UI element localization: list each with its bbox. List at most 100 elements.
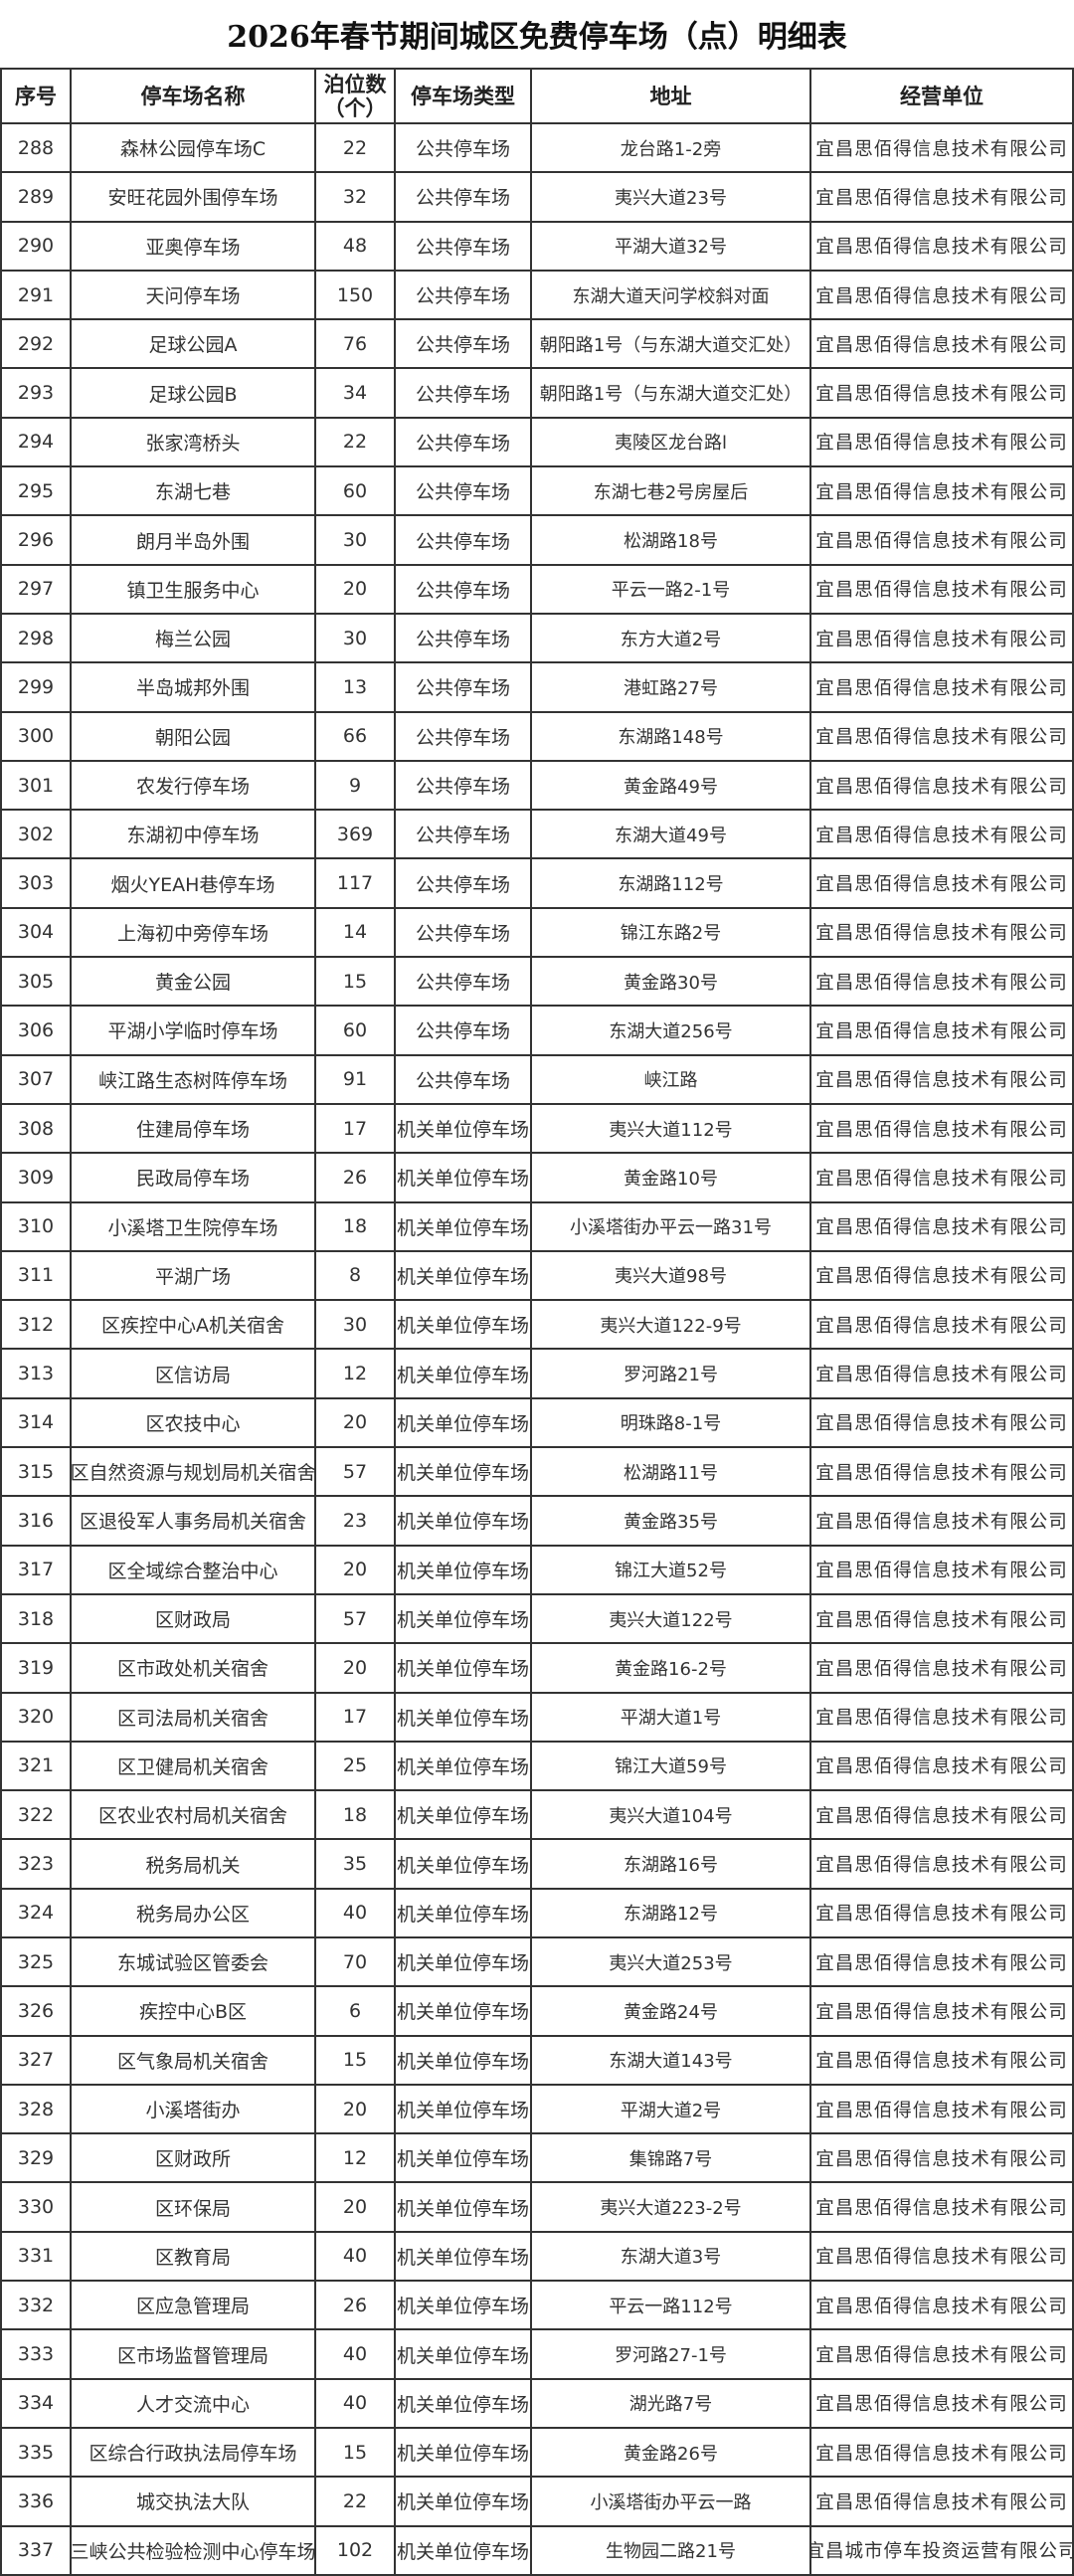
cell-name: 梅兰公园 xyxy=(72,614,316,664)
cell-address: 夷兴大道122-9号 xyxy=(532,1301,811,1351)
cell-type: 公共停车场 xyxy=(396,369,532,419)
cell-index: 332 xyxy=(2,2282,72,2331)
cell-index: 308 xyxy=(2,1104,72,1155)
cell-name: 区信访局 xyxy=(72,1350,316,1399)
header-spaces-label: 泊位数 xyxy=(323,72,387,96)
cell-index: 301 xyxy=(2,761,72,812)
cell-name: 区气象局机关宿舍 xyxy=(72,2036,316,2086)
header-address: 地址 xyxy=(532,70,811,124)
cell-index: 293 xyxy=(2,369,72,419)
cell-operator: 宜昌思佰得信息技术有限公司 xyxy=(811,1350,1074,1399)
table-row: 293 足球公园B 34 公共停车场 朝阳路1号（与东湖大道交汇处） 宜昌思佰得信息技术有… xyxy=(2,369,1074,419)
cell-operator: 宜昌思佰得信息技术有限公司 xyxy=(811,761,1074,812)
cell-index: 318 xyxy=(2,1594,72,1645)
cell-name: 朗月半岛外围 xyxy=(72,516,316,566)
table-row: 298 梅兰公园 30 公共停车场 东方大道2号 宜昌思佰得信息技术有限公司 xyxy=(2,614,1074,664)
cell-operator: 宜昌思佰得信息技术有限公司 xyxy=(811,173,1074,223)
cell-name: 足球公园A xyxy=(72,320,316,370)
cell-address: 锦江东路2号 xyxy=(532,908,811,959)
cell-address: 锦江大道59号 xyxy=(532,1742,811,1792)
cell-index: 320 xyxy=(2,1693,72,1743)
cell-index: 322 xyxy=(2,1791,72,1841)
cell-type: 公共停车场 xyxy=(396,271,532,321)
table-row: 305 黄金公园 15 公共停车场 黄金路30号 宜昌思佰得信息技术有限公司 xyxy=(2,958,1074,1008)
cell-name: 上海初中旁停车场 xyxy=(72,908,316,959)
cell-type: 公共停车场 xyxy=(396,958,532,1008)
cell-name: 平湖广场 xyxy=(72,1251,316,1302)
cell-spaces: 22 xyxy=(316,124,396,174)
table-row: 333 区市场监督管理局 40 机关单位停车场 罗河路27-1号 宜昌思佰得信息技术有限公… xyxy=(2,2330,1074,2380)
cell-name: 农发行停车场 xyxy=(72,761,316,812)
cell-spaces: 15 xyxy=(316,2036,396,2086)
cell-operator: 宜昌思佰得信息技术有限公司 xyxy=(811,2232,1074,2283)
table-row: 332 区应急管理局 26 机关单位停车场 平云一路112号 宜昌思佰得信息技术有限公司 xyxy=(2,2282,1074,2331)
cell-spaces: 20 xyxy=(316,1644,396,1694)
cell-index: 316 xyxy=(2,1497,72,1547)
cell-operator: 宜昌思佰得信息技术有限公司 xyxy=(811,1202,1074,1252)
cell-address: 东方大道2号 xyxy=(532,614,811,664)
cell-index: 291 xyxy=(2,271,72,321)
cell-type: 机关单位停车场 xyxy=(396,1644,532,1694)
cell-type: 公共停车场 xyxy=(396,811,532,860)
cell-index: 298 xyxy=(2,614,72,664)
cell-operator: 宜昌思佰得信息技术有限公司 xyxy=(811,418,1074,468)
cell-type: 公共停车场 xyxy=(396,565,532,615)
cell-operator: 宜昌思佰得信息技术有限公司 xyxy=(811,1448,1074,1498)
cell-spaces: 40 xyxy=(316,2379,396,2429)
cell-spaces: 17 xyxy=(316,1693,396,1743)
cell-spaces: 102 xyxy=(316,2526,396,2576)
cell-address: 黄金路49号 xyxy=(532,761,811,812)
cell-operator: 宜昌思佰得信息技术有限公司 xyxy=(811,2085,1074,2135)
cell-name: 天问停车场 xyxy=(72,271,316,321)
cell-operator: 宜昌思佰得信息技术有限公司 xyxy=(811,2134,1074,2184)
cell-type: 公共停车场 xyxy=(396,467,532,517)
header-spaces: 泊位数 （个） xyxy=(316,70,396,124)
cell-operator: 宜昌思佰得信息技术有限公司 xyxy=(811,2379,1074,2429)
cell-operator: 宜昌思佰得信息技术有限公司 xyxy=(811,958,1074,1008)
cell-address: 夷兴大道122号 xyxy=(532,1594,811,1645)
table-row: 336 城交执法大队 22 机关单位停车场 小溪塔街办平云一路 宜昌思佰得信息技术有限公司 xyxy=(2,2478,1074,2527)
cell-type: 公共停车场 xyxy=(396,908,532,959)
cell-name: 区教育局 xyxy=(72,2232,316,2283)
cell-address: 夷兴大道98号 xyxy=(532,1251,811,1302)
table-row: 299 半岛城邦外围 13 公共停车场 港虹路27号 宜昌思佰得信息技术有限公司 xyxy=(2,663,1074,713)
cell-type: 机关单位停车场 xyxy=(396,2428,532,2479)
cell-spaces: 48 xyxy=(316,222,396,272)
cell-index: 330 xyxy=(2,2183,72,2233)
cell-address: 黄金路10号 xyxy=(532,1154,811,1203)
cell-type: 机关单位停车场 xyxy=(396,1301,532,1351)
cell-index: 288 xyxy=(2,124,72,174)
cell-spaces: 23 xyxy=(316,1497,396,1547)
cell-operator: 宜昌思佰得信息技术有限公司 xyxy=(811,565,1074,615)
cell-address: 峡江路 xyxy=(532,1055,811,1105)
cell-index: 323 xyxy=(2,1840,72,1890)
cell-index: 303 xyxy=(2,859,72,909)
cell-name: 东湖七巷 xyxy=(72,467,316,517)
cell-name: 区市场监督管理局 xyxy=(72,2330,316,2380)
cell-index: 296 xyxy=(2,516,72,566)
cell-operator: 宜昌思佰得信息技术有限公司 xyxy=(811,1987,1074,2037)
cell-type: 机关单位停车场 xyxy=(396,2379,532,2429)
cell-name: 区应急管理局 xyxy=(72,2282,316,2331)
cell-spaces: 22 xyxy=(316,2478,396,2527)
cell-operator: 宜昌城市停车投资运营有限公司 xyxy=(811,2526,1074,2576)
cell-index: 336 xyxy=(2,2478,72,2527)
table-row: 306 平湖小学临时停车场 60 公共停车场 东湖大道256号 宜昌思佰得信息技术有限公司 xyxy=(2,1007,1074,1056)
cell-type: 机关单位停车场 xyxy=(396,2085,532,2135)
cell-name: 平湖小学临时停车场 xyxy=(72,1007,316,1056)
cell-type: 公共停车场 xyxy=(396,418,532,468)
table-row: 291 天问停车场 150 公共停车场 东湖大道天问学校斜对面 宜昌思佰得信息技术有限公司 xyxy=(2,271,1074,321)
table-row: 307 峡江路生态树阵停车场 91 公共停车场 峡江路 宜昌思佰得信息技术有限公司 xyxy=(2,1055,1074,1105)
cell-index: 328 xyxy=(2,2085,72,2135)
table-row: 327 区气象局机关宿舍 15 机关单位停车场 东湖大道143号 宜昌思佰得信息技术有限公… xyxy=(2,2036,1074,2086)
cell-type: 机关单位停车场 xyxy=(396,1154,532,1203)
cell-operator: 宜昌思佰得信息技术有限公司 xyxy=(811,712,1074,762)
cell-type: 机关单位停车场 xyxy=(396,1251,532,1302)
cell-type: 机关单位停车场 xyxy=(396,1546,532,1595)
cell-spaces: 26 xyxy=(316,2282,396,2331)
cell-index: 329 xyxy=(2,2134,72,2184)
cell-name: 民政局停车场 xyxy=(72,1154,316,1203)
cell-spaces: 34 xyxy=(316,369,396,419)
cell-name: 朝阳公园 xyxy=(72,712,316,762)
cell-index: 295 xyxy=(2,467,72,517)
